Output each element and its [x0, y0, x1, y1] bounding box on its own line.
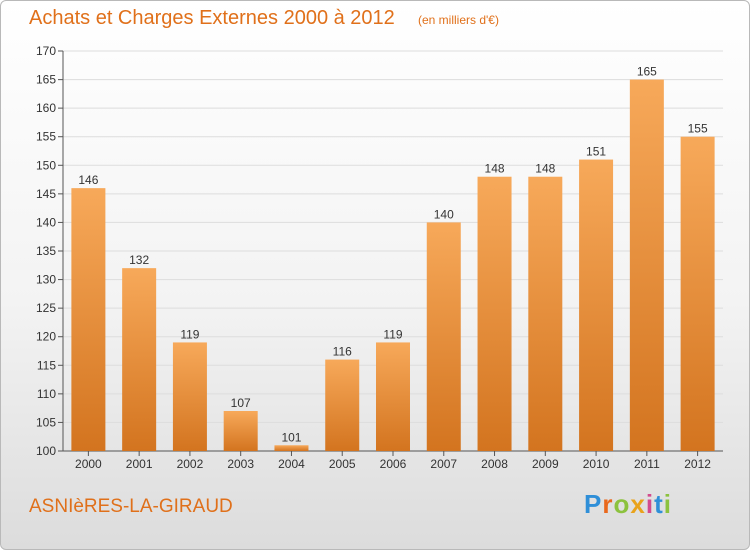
y-tick-label: 115 — [37, 358, 56, 372]
bar-2008 — [477, 176, 512, 451]
bar-2007 — [426, 222, 461, 451]
x-tick-label: 2001 — [126, 457, 153, 471]
bar-2005 — [325, 359, 360, 451]
x-tick-label: 2009 — [532, 457, 559, 471]
y-tick-label: 165 — [36, 73, 56, 87]
x-tick-label: 2010 — [583, 457, 610, 471]
x-tick-label: 2003 — [227, 457, 254, 471]
bar-value-label: 155 — [688, 122, 708, 136]
bar-value-label: 116 — [333, 345, 352, 359]
bar-value-label: 151 — [586, 145, 606, 159]
bar-value-label: 148 — [485, 162, 505, 176]
y-tick-label: 170 — [36, 44, 56, 58]
bar-value-label: 165 — [637, 65, 657, 79]
bar-value-label: 119 — [383, 327, 402, 341]
y-tick-label: 140 — [36, 215, 56, 229]
chart-subtitle: (en milliers d'€) — [418, 13, 499, 27]
x-tick-label: 2011 — [634, 457, 660, 471]
y-tick-label: 105 — [36, 415, 56, 429]
bar-value-label: 119 — [180, 327, 199, 341]
labels: 146 132 119 107 101 116 119 140 148 148 151 165 155 — [78, 65, 708, 445]
y-tick-label: 145 — [36, 187, 56, 201]
bar-2004 — [274, 445, 309, 451]
bars — [71, 79, 715, 452]
x-tick-label: 2012 — [684, 457, 711, 471]
bar-value-label: 140 — [434, 207, 454, 221]
x-tick-label: 2007 — [430, 457, 457, 471]
bar-2001 — [122, 268, 157, 451]
bar-value-label: 107 — [231, 396, 251, 410]
y-tick-label: 125 — [36, 301, 56, 315]
x-tick-label: 2008 — [481, 457, 508, 471]
chart-title: Achats et Charges Externes 2000 à 2012 — [29, 7, 395, 29]
y-tick-label: 150 — [36, 158, 56, 172]
y-tick-label: 130 — [36, 273, 56, 287]
y-tick-label: 155 — [36, 130, 56, 144]
bar-2010 — [579, 159, 614, 452]
x-tick-label: 2002 — [177, 457, 204, 471]
bar-value-label: 146 — [78, 173, 98, 187]
x-tick-label: 2004 — [278, 457, 305, 471]
bar-2011 — [629, 79, 664, 452]
x-tick-label: 2005 — [329, 457, 356, 471]
bar-2000 — [71, 188, 106, 451]
bar-value-label: 148 — [535, 162, 555, 176]
y-tick-label: 120 — [36, 330, 56, 344]
y-tick-label: 160 — [36, 101, 56, 115]
x-tick-label: 2000 — [75, 457, 102, 471]
x-tick-label: 2006 — [380, 457, 407, 471]
proxiti-logo[interactable]: Proxiti — [584, 489, 672, 519]
bar-chart: 100 105 110 115 120 125 130 135 140 145 150 155 160 1… — [36, 44, 723, 471]
bar-2012 — [680, 136, 715, 451]
y-tick-label: 135 — [36, 244, 56, 258]
bar-value-label: 101 — [281, 430, 301, 444]
commune-name: ASNIèRES-LA-GIRAUD — [29, 496, 233, 517]
bar-value-label: 132 — [129, 253, 149, 267]
y-tick-label: 100 — [36, 444, 56, 458]
bar-2002 — [172, 342, 207, 451]
bar-2003 — [223, 411, 258, 451]
y-tick-label: 110 — [37, 387, 56, 401]
bar-2009 — [528, 176, 563, 451]
bar-2006 — [376, 342, 410, 451]
